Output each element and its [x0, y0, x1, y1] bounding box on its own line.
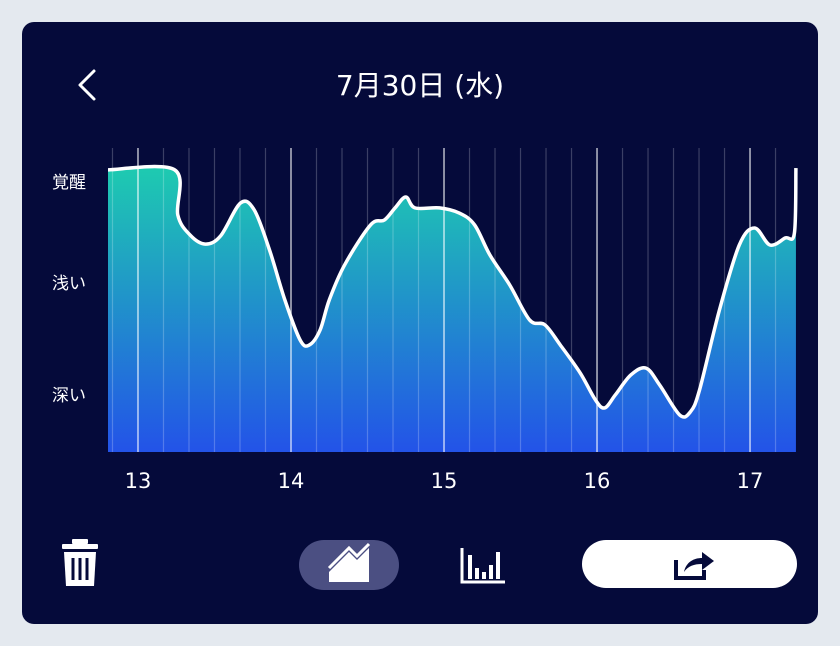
bar-axis-icon [460, 548, 505, 584]
x-tick-label: 14 [278, 469, 305, 493]
x-tick-label: 15 [431, 469, 458, 493]
share-box [674, 560, 706, 580]
line-icon-stroke [327, 542, 371, 570]
line-view-button[interactable] [299, 540, 399, 590]
share-arrow [684, 552, 714, 572]
back-button[interactable] [78, 69, 96, 101]
bar-icon [468, 552, 500, 579]
x-tick-label: 13 [125, 469, 152, 493]
y-tick-label: 覚醒 [52, 173, 86, 193]
trash-lid [62, 544, 98, 549]
x-tick-label: 17 [737, 469, 764, 493]
y-tick-label: 浅い [52, 274, 86, 294]
trash-handle [72, 539, 88, 544]
title: 7月30日 (水) [336, 69, 504, 102]
x-tick-label: 16 [584, 469, 611, 493]
line [108, 164, 798, 419]
share-button[interactable] [582, 540, 797, 588]
trash-lines [71, 558, 89, 580]
delete-button[interactable] [62, 539, 98, 586]
area [108, 166, 796, 452]
bar-view-button[interactable] [460, 548, 505, 584]
back-icon [78, 69, 96, 101]
line-icon [329, 548, 369, 582]
y-tick-label: 深い [52, 386, 86, 406]
series [108, 148, 798, 452]
